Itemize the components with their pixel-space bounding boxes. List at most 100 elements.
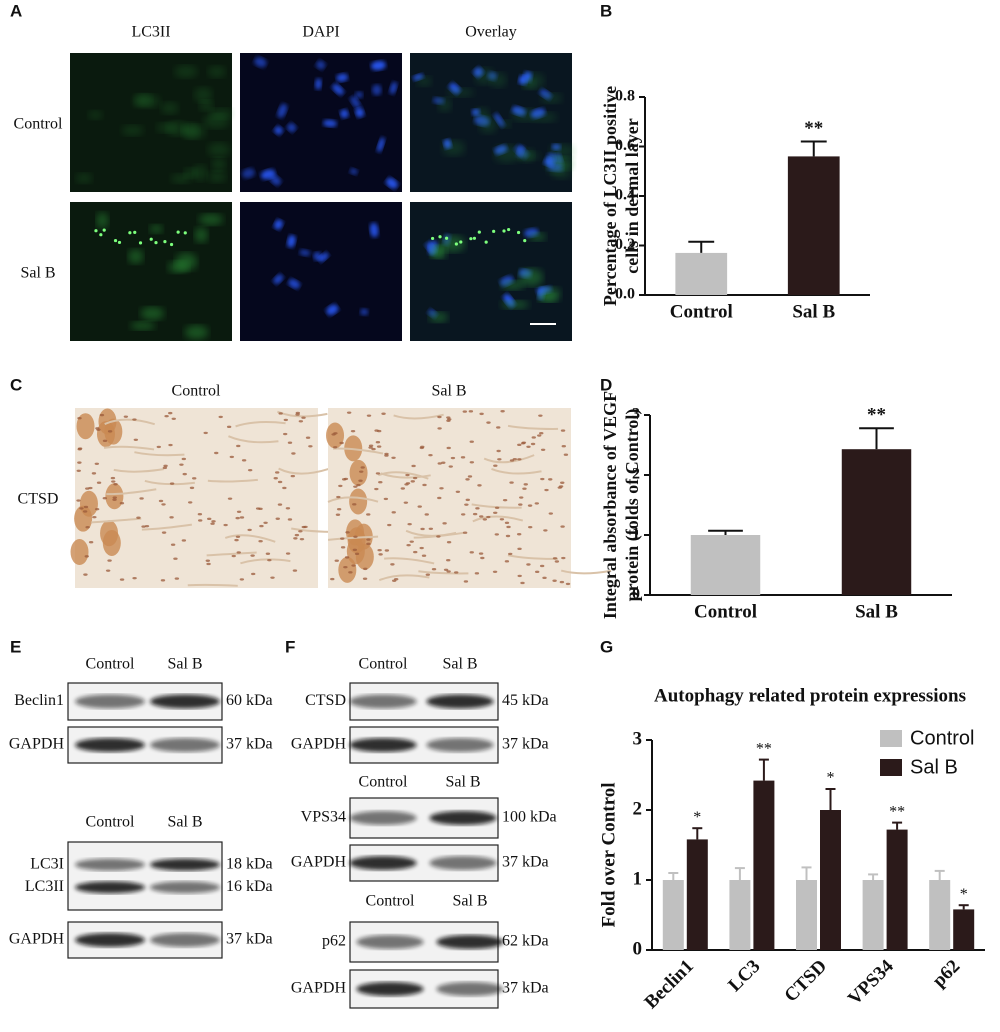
significance: **: [804, 118, 823, 139]
green-signal: [88, 110, 103, 120]
green-signal: [479, 116, 497, 134]
stained-nucleus: [132, 418, 137, 421]
stained-nucleus: [144, 524, 150, 528]
collagen-fiber: [507, 554, 558, 560]
y-tick-label: 3: [632, 406, 640, 423]
green-signal: [121, 125, 144, 136]
stained-nucleus: [344, 556, 350, 559]
puncta: [507, 227, 511, 232]
lane-label: Control: [359, 656, 408, 673]
blot-band: [349, 856, 417, 870]
stained-nucleus: [263, 521, 268, 524]
stained-nucleus: [250, 554, 255, 557]
stained-nucleus: [174, 577, 180, 580]
stained-nucleus: [436, 535, 441, 538]
stained-nucleus: [469, 551, 474, 554]
stained-nucleus: [437, 462, 442, 465]
stained-nucleus: [340, 537, 345, 540]
stained-nucleus: [350, 429, 356, 433]
stained-nucleus: [516, 533, 522, 536]
y-tick-label: 1: [632, 526, 640, 543]
stained-nucleus: [517, 547, 522, 551]
stained-nucleus: [133, 438, 139, 441]
puncta: [438, 235, 442, 239]
puncta: [430, 236, 435, 241]
stained-nucleus: [422, 483, 427, 487]
stained-nucleus: [270, 576, 275, 579]
stained-nucleus: [239, 516, 245, 519]
collagen-fiber: [471, 503, 522, 509]
stained-nucleus: [295, 413, 300, 416]
stained-nucleus: [378, 481, 383, 484]
green-signal: [501, 300, 530, 309]
stained-nucleus: [207, 517, 212, 521]
stained-nucleus: [83, 505, 89, 509]
band-name: GAPDH: [9, 736, 65, 753]
stained-nucleus: [330, 577, 335, 581]
stained-nucleus: [494, 533, 499, 536]
nucleus: [273, 219, 283, 230]
muscle-fiber: [326, 422, 345, 449]
stained-nucleus: [467, 475, 473, 478]
stained-nucleus: [111, 480, 116, 483]
stained-nucleus: [462, 410, 468, 413]
stained-nucleus: [520, 442, 526, 445]
stained-nucleus: [519, 496, 524, 499]
nucleus: [350, 96, 361, 109]
muscle-fiber: [349, 488, 368, 515]
stained-nucleus: [494, 506, 500, 509]
micrograph-texture: [94, 212, 224, 340]
stained-nucleus: [421, 554, 427, 557]
puncta: [113, 238, 118, 243]
stained-nucleus: [486, 515, 491, 519]
collagen-fiber: [113, 468, 164, 473]
panel-label: E: [10, 637, 21, 656]
stained-nucleus: [405, 473, 410, 477]
stained-nucleus: [277, 480, 283, 484]
stained-nucleus: [226, 425, 232, 429]
stained-nucleus: [292, 569, 298, 572]
stained-nucleus: [420, 527, 425, 531]
stained-nucleus: [403, 501, 409, 504]
band-name: GAPDH: [291, 736, 347, 753]
stained-nucleus: [113, 483, 118, 486]
stained-nucleus: [391, 456, 396, 459]
green-signal: [140, 306, 165, 320]
stained-nucleus: [352, 503, 357, 506]
green-signal: [499, 120, 512, 129]
stained-nucleus: [464, 503, 469, 506]
significance: **: [867, 405, 886, 426]
stained-nucleus: [378, 553, 383, 556]
stained-nucleus: [406, 543, 411, 547]
blot-band: [349, 811, 417, 825]
bar: [690, 535, 761, 595]
green-signal: [440, 235, 466, 252]
blot-band: [150, 881, 220, 894]
lane-label: Sal B: [452, 893, 487, 910]
stained-nucleus: [84, 555, 89, 558]
stained-nucleus: [517, 458, 522, 461]
blot-band: [75, 858, 145, 871]
row-label: Sal B: [20, 265, 55, 282]
x-tick-label: VPS34: [844, 955, 898, 1009]
stained-nucleus: [425, 573, 431, 576]
significance: *: [693, 809, 701, 826]
y-axis-label: protein (folds of Control): [622, 409, 643, 602]
stained-nucleus: [420, 445, 425, 449]
blot-band: [426, 738, 494, 752]
stained-nucleus: [548, 478, 553, 481]
stained-nucleus: [455, 490, 461, 494]
green-signal: [209, 108, 233, 120]
stained-nucleus: [492, 570, 498, 573]
stained-nucleus: [298, 530, 303, 533]
blot-band: [349, 694, 417, 709]
muscle-fiber: [349, 459, 368, 486]
green-signal: [170, 173, 192, 184]
collagen-fiber: [332, 447, 384, 455]
bar: [787, 156, 840, 295]
muscle-fiber: [105, 483, 124, 510]
nucleus: [287, 234, 296, 248]
stained-nucleus: [251, 572, 256, 576]
collagen-fiber: [491, 468, 542, 475]
stained-nucleus: [363, 567, 368, 571]
